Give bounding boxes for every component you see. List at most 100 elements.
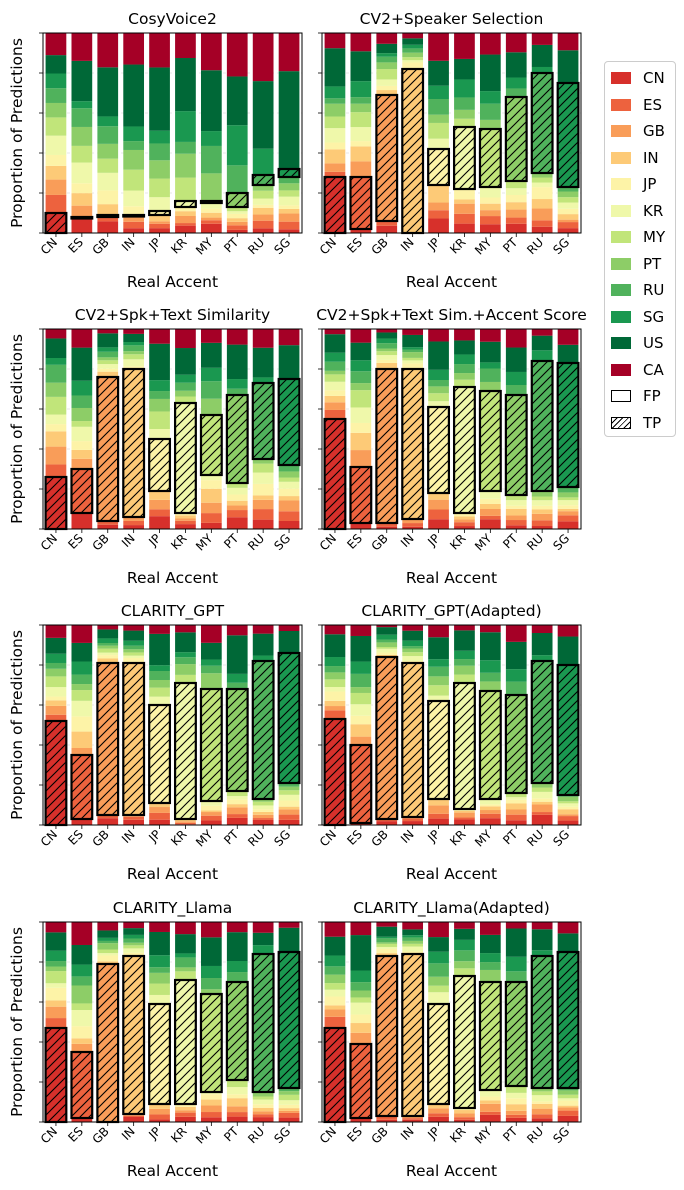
bar-segment (454, 513, 475, 517)
bar-segment (531, 791, 553, 799)
bar-segment (175, 625, 196, 633)
bar-segment (71, 145, 93, 163)
bar-segment (97, 333, 119, 348)
bar-segment (479, 197, 501, 204)
bar-segment (45, 73, 67, 89)
bar-segment (402, 329, 424, 335)
bar-segment (479, 509, 501, 516)
bar-segment (45, 382, 67, 397)
bar-segment (71, 126, 93, 146)
tp-hatch (531, 956, 553, 1088)
bar-segment (71, 347, 93, 381)
x-tick-label: SG (550, 1124, 572, 1146)
bar-segment (479, 922, 501, 935)
bar-segment (226, 221, 248, 226)
tp-hatch (454, 976, 475, 1108)
bar-segment (200, 820, 222, 825)
bar-segment (71, 108, 93, 127)
bar-segment (428, 951, 449, 964)
tp-hatch (557, 665, 579, 795)
tp-outline (173, 681, 197, 821)
bar-segment (149, 665, 170, 672)
bar-segment (123, 366, 145, 369)
bar-segment (45, 88, 67, 103)
bar-segment (557, 625, 579, 637)
tp-outline (375, 367, 399, 525)
bar-segment (252, 633, 274, 656)
bar-segment (479, 681, 501, 691)
bar-segment (45, 179, 67, 195)
bar-segment (557, 208, 579, 215)
bar-segment (454, 109, 475, 119)
bar-segment (278, 329, 300, 346)
tp-outline (427, 1002, 451, 1106)
bar-segment (324, 955, 346, 967)
x-tick-label: SG (271, 827, 293, 849)
bar-segment (278, 786, 300, 791)
bar-segment (175, 518, 196, 521)
bar-segment (226, 213, 248, 219)
bar-segment (428, 685, 449, 696)
bar-segment (71, 183, 93, 194)
bar-segment (200, 513, 222, 523)
bar-segment (97, 357, 119, 361)
bar-segment (45, 55, 67, 74)
bar-segment (71, 964, 93, 977)
bar-segment (200, 625, 222, 643)
bar-segment (278, 205, 300, 209)
bar-segment (71, 380, 93, 396)
bar-segment (123, 190, 145, 207)
bar-segment (200, 475, 222, 481)
bar-segment (149, 931, 170, 956)
bar-segment (557, 505, 579, 509)
chart-panel: CN ES GB IN JP KR MY PT RU SG CV2+Speaker Selectio… (317, 10, 582, 291)
bar-segment (97, 658, 119, 663)
bar-segment (428, 1104, 449, 1109)
bar-segment (324, 936, 346, 956)
bar-segment (149, 509, 170, 517)
bar-segment (149, 491, 170, 500)
tp-outline (478, 689, 502, 801)
bar-segment (428, 1108, 449, 1114)
chart-title: CLARITY_GPT(Adapted) (361, 602, 541, 621)
bar-segment (123, 640, 145, 646)
chart-title: CV2+Speaker Selection (360, 10, 544, 28)
bar-segment (123, 354, 145, 360)
bar-segment (350, 997, 372, 1003)
bar-segment (97, 625, 119, 630)
bar-segment (350, 422, 372, 433)
bar-segment (531, 33, 553, 45)
bar-segment (376, 942, 398, 944)
legend-swatch (611, 72, 631, 84)
bar-segment (226, 635, 248, 674)
bar-segment (149, 983, 170, 995)
bar-segment (252, 932, 274, 946)
bar-segment (557, 796, 579, 802)
bar-segment (505, 347, 527, 372)
tp-hatch (97, 377, 119, 521)
bar-segment (531, 173, 553, 178)
bar-segment (97, 953, 119, 956)
bar-segment (97, 190, 119, 205)
x-tick-label: JP (424, 235, 442, 253)
bar-segment (226, 1112, 248, 1117)
bar-segment (350, 692, 372, 705)
bar-segment (350, 383, 372, 391)
bar-segment (428, 922, 449, 938)
bar-segment (505, 202, 527, 210)
bar-segment (175, 382, 196, 391)
bar-segment (278, 345, 300, 379)
bar-segment (505, 1092, 527, 1099)
bar-segment (175, 141, 196, 154)
x-tick-label: CN (38, 235, 60, 257)
bar-segment (402, 44, 424, 49)
bar-segment (479, 329, 501, 342)
bar-segment (479, 660, 501, 673)
bar-segment (97, 116, 119, 127)
bar-segment (324, 149, 346, 164)
bar-segment (252, 1114, 274, 1118)
bar-segment (350, 390, 372, 408)
bar-segment (252, 801, 274, 806)
bar-segment (97, 368, 119, 372)
bar-segment (149, 67, 170, 131)
